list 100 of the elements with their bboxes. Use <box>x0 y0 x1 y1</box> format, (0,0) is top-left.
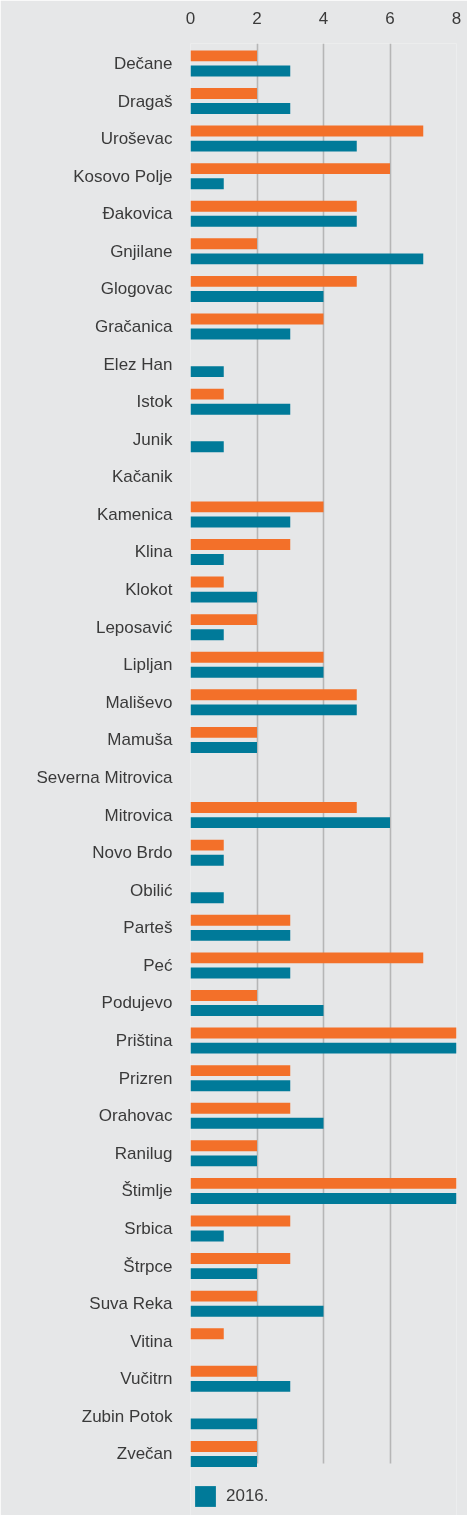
bar <box>190 366 224 378</box>
bar <box>190 1215 291 1227</box>
bar <box>190 50 257 62</box>
y-tick-label: Dragaš <box>117 91 173 111</box>
bar <box>190 328 291 340</box>
bar <box>190 554 224 565</box>
bar <box>190 1380 291 1392</box>
y-tick-label: Zubin Potok <box>81 1406 173 1426</box>
y-tick-label: Lipljan <box>123 655 173 675</box>
bar <box>190 1177 457 1189</box>
bar <box>190 1042 457 1054</box>
bar <box>190 817 390 829</box>
y-tick-label: Štimlje <box>121 1181 173 1201</box>
bar <box>190 1365 257 1377</box>
y-tick-label: Priština <box>115 1031 174 1051</box>
bar <box>190 741 257 753</box>
bar <box>190 952 424 964</box>
y-tick-label: Novo Brdo <box>92 843 173 863</box>
legend-label: 2016. <box>226 1486 269 1506</box>
bar <box>190 1253 291 1265</box>
y-tick-label: Zvečan <box>116 1444 173 1464</box>
y-tick-label: Elez Han <box>103 354 173 374</box>
bar <box>190 892 224 904</box>
bar <box>190 1305 324 1317</box>
bar <box>190 275 357 287</box>
bar <box>190 253 424 265</box>
bar <box>190 591 257 603</box>
y-tick-label: Dečane <box>113 53 173 73</box>
y-tick-label: Glogovac <box>100 279 173 299</box>
bar <box>190 967 291 979</box>
bar <box>190 501 324 513</box>
bar <box>190 651 324 663</box>
y-tick-label: Mamuša <box>107 730 174 750</box>
y-tick-label: Leposavić <box>95 617 173 637</box>
x-tick-label: 2 <box>252 8 262 28</box>
bar <box>190 140 357 152</box>
y-tick-label: Kačanik <box>112 467 173 487</box>
bar <box>190 178 224 190</box>
y-tick-label: Srbica <box>124 1218 174 1238</box>
bar <box>190 163 390 175</box>
y-tick-label: Štrpce <box>123 1256 173 1276</box>
bar <box>190 1027 457 1039</box>
bar <box>190 1290 257 1302</box>
y-tick-label: Ranilug <box>114 1143 173 1163</box>
bar <box>190 1102 291 1114</box>
bar <box>190 1140 257 1152</box>
bar <box>190 215 357 227</box>
bar <box>190 666 324 678</box>
x-tick-label: 8 <box>451 8 462 28</box>
bar <box>190 125 424 137</box>
y-tick-label: Đakovica <box>102 204 174 224</box>
bar <box>190 629 224 641</box>
bar <box>190 704 357 716</box>
y-tick-label: Mitrovica <box>104 805 174 825</box>
bar <box>190 1192 457 1204</box>
bar <box>190 726 257 738</box>
bar <box>190 990 257 1001</box>
y-tick-label: Kamenica <box>96 504 174 524</box>
bar <box>190 929 291 941</box>
bar <box>190 839 224 851</box>
y-tick-label: Istok <box>136 392 173 412</box>
bar <box>190 1155 257 1167</box>
y-tick-label: Gnjilane <box>110 241 173 261</box>
y-tick-label: Mališevo <box>105 692 173 712</box>
bar <box>190 576 224 588</box>
x-tick-label: 4 <box>318 8 329 28</box>
y-tick-label: Suva Reka <box>89 1294 174 1314</box>
bar <box>190 1328 224 1340</box>
bar <box>190 88 257 99</box>
bar <box>190 313 324 325</box>
y-tick-label: Parteš <box>123 918 173 938</box>
bar <box>190 238 257 250</box>
bar <box>190 516 291 528</box>
bar <box>190 1117 324 1129</box>
bar <box>190 1080 291 1092</box>
y-tick-label: Uroševac <box>100 129 173 149</box>
bar <box>190 65 291 77</box>
bar <box>190 103 291 114</box>
y-tick-label: Podujevo <box>101 993 173 1013</box>
y-tick-label: Severna Mitrovica <box>36 768 174 787</box>
bar <box>190 914 291 926</box>
y-tick-label: Klina <box>134 542 174 562</box>
bar <box>190 403 291 415</box>
bar <box>190 1065 291 1077</box>
bar <box>190 1268 257 1280</box>
y-tick-label: Vitina <box>130 1331 174 1351</box>
y-tick-label: Prizren <box>118 1068 173 1088</box>
y-tick-label: Orahovac <box>98 1106 173 1126</box>
y-tick-label: Junik <box>132 429 173 449</box>
y-tick-label: Peć <box>143 955 173 975</box>
bar <box>190 1441 257 1452</box>
y-tick-label: Vučitrn <box>120 1369 173 1389</box>
bar <box>190 854 224 866</box>
y-tick-label: Kosovo Polje <box>73 166 173 186</box>
x-tick-label: 0 <box>185 8 196 28</box>
y-tick-label: Obilić <box>129 880 173 900</box>
bar <box>190 539 291 550</box>
bar <box>190 441 224 453</box>
y-tick-label: Klokot <box>125 580 173 600</box>
bar <box>190 1005 324 1016</box>
